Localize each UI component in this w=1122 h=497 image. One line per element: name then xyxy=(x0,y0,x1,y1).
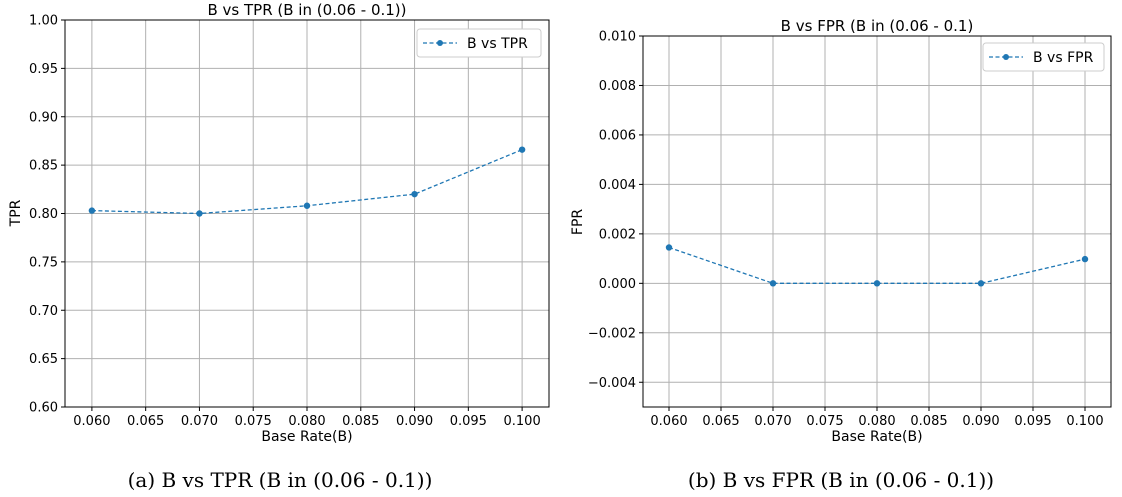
tpr-y-tick-label: 0.95 xyxy=(29,62,58,77)
fpr-chart-panel: B vs FPR (B in (0.06 - 0.1) 0.060 0.065 0.… xyxy=(570,17,1112,492)
fpr-data-point xyxy=(1081,255,1089,263)
fpr-data-point xyxy=(977,280,985,287)
fpr-x-tick-label: 0.095 xyxy=(1014,414,1051,429)
fpr-y-tick-label: −0.004 xyxy=(588,376,636,391)
tpr-chart-panel: B vs TPR (B in (0.06 - 0.1)) 0.060 0.065 0… xyxy=(8,1,550,492)
fpr-data-point xyxy=(665,244,673,251)
tpr-y-tick-label: 0.85 xyxy=(29,159,58,174)
tpr-data-point xyxy=(196,210,203,217)
fpr-x-tick-label: 0.065 xyxy=(702,414,739,429)
tpr-y-tick-label: 1.00 xyxy=(29,14,58,29)
fpr-x-axis: 0.060 0.065 0.070 0.075 0.080 0.085 0.090 0.095… xyxy=(650,407,1104,429)
fpr-y-tick-label: −0.002 xyxy=(588,326,636,341)
fpr-y-axis-label: FPR xyxy=(570,209,586,235)
tpr-legend: B vs TPR xyxy=(416,28,542,58)
fpr-series-line xyxy=(668,246,1086,284)
tpr-x-tick-label: 0.075 xyxy=(235,414,272,429)
fpr-caption: (b) B vs FPR (B in (0.06 - 0.1)) xyxy=(688,468,994,492)
fpr-legend-box xyxy=(982,42,1105,72)
tpr-x-tick-label: 0.085 xyxy=(342,414,379,429)
tpr-x-tick-label: 0.095 xyxy=(450,414,487,429)
fpr-series xyxy=(665,244,1089,287)
fpr-x-tick-label: 0.070 xyxy=(754,414,791,429)
fpr-x-axis-label: Base Rate(B) xyxy=(831,429,922,445)
tpr-data-point xyxy=(411,190,418,198)
tpr-legend-label: B vs TPR xyxy=(467,36,528,52)
tpr-x-tick-label: 0.100 xyxy=(504,414,541,429)
tpr-x-tick-label: 0.080 xyxy=(288,414,325,429)
fpr-y-axis: −0.004 −0.002 0.000 0.002 0.004 0.006 0.008 0.0… xyxy=(588,30,643,391)
fpr-x-tick-label: 0.080 xyxy=(858,414,895,429)
tpr-x-tick-label: 0.090 xyxy=(396,414,433,429)
fpr-chart-title: B vs FPR (B in (0.06 - 0.1) xyxy=(781,17,974,35)
fpr-x-tick-label: 0.075 xyxy=(806,414,843,429)
tpr-x-tick-label: 0.065 xyxy=(127,414,164,429)
tpr-y-tick-label: 0.90 xyxy=(29,110,58,125)
fpr-y-tick-label: 0.006 xyxy=(599,128,636,143)
tpr-y-tick-label: 0.70 xyxy=(29,304,58,319)
fpr-x-tick-label: 0.100 xyxy=(1066,414,1103,429)
fpr-y-tick-label: 0.002 xyxy=(599,227,636,242)
tpr-x-axis-label: Base Rate(B) xyxy=(261,429,352,445)
fpr-y-tick-label: 0.000 xyxy=(599,277,636,292)
tpr-legend-box xyxy=(416,28,542,58)
tpr-x-tick-label: 0.070 xyxy=(181,414,218,429)
fpr-legend-label: B vs FPR xyxy=(1033,50,1094,66)
fpr-y-tick-label: 0.010 xyxy=(599,30,636,45)
fpr-x-tick-label: 0.085 xyxy=(910,414,947,429)
tpr-chart-title: B vs TPR (B in (0.06 - 0.1)) xyxy=(207,1,406,19)
tpr-data-point xyxy=(303,202,311,209)
tpr-legend-marker xyxy=(437,40,443,46)
tpr-caption: (a) B vs TPR (B in (0.06 - 0.1)) xyxy=(128,468,433,492)
fpr-data-point xyxy=(873,280,881,287)
tpr-y-axis-label: TPR xyxy=(8,199,24,227)
fpr-data-point xyxy=(769,280,777,287)
tpr-y-tick-label: 0.80 xyxy=(29,207,58,222)
tpr-x-tick-label: 0.060 xyxy=(73,414,110,429)
fpr-x-tick-label: 0.060 xyxy=(650,414,687,429)
fpr-y-tick-label: 0.008 xyxy=(599,79,636,94)
tpr-y-tick-label: 0.75 xyxy=(29,255,58,270)
tpr-data-point xyxy=(518,146,526,153)
tpr-y-tick-label: 0.60 xyxy=(29,401,58,416)
fpr-y-tick-label: 0.004 xyxy=(599,178,636,193)
tpr-x-axis: 0.060 0.065 0.070 0.075 0.080 0.085 0.090 0.095… xyxy=(73,407,541,429)
tpr-data-point xyxy=(88,207,96,214)
fpr-gridlines xyxy=(643,35,1111,407)
tpr-y-axis: 0.60 0.65 0.70 0.75 0.80 0.85 0.90 0.95 1.00 xyxy=(29,14,65,416)
tpr-series xyxy=(88,146,526,217)
tpr-gridlines xyxy=(65,19,549,408)
fpr-legend: B vs FPR xyxy=(982,42,1105,72)
tpr-y-tick-label: 0.65 xyxy=(29,352,58,367)
fpr-legend-marker xyxy=(1003,54,1009,60)
fpr-x-tick-label: 0.090 xyxy=(962,414,999,429)
